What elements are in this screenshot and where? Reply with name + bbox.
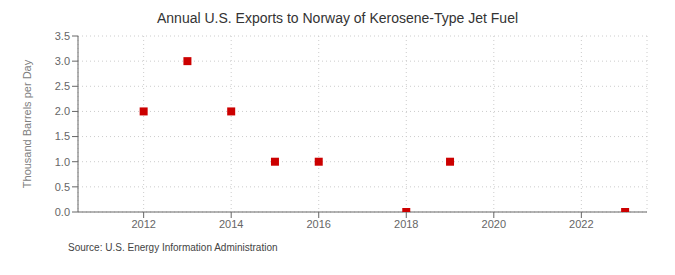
svg-text:2.5: 2.5 (55, 80, 70, 92)
svg-text:3.5: 3.5 (55, 30, 70, 42)
svg-text:2020: 2020 (482, 218, 506, 230)
svg-text:2022: 2022 (569, 218, 593, 230)
svg-text:2012: 2012 (131, 218, 155, 230)
svg-text:2014: 2014 (219, 218, 243, 230)
svg-text:3.0: 3.0 (55, 55, 70, 67)
svg-text:0.0: 0.0 (55, 206, 70, 218)
html-text:Annual U.S. Exports to Norway: Annual U.S. Exports to Norway of Kerosen… (157, 10, 518, 26)
svg-text:Thousand Barrels per Day: Thousand Barrels per Day (21, 59, 33, 188)
svg-text:1.0: 1.0 (55, 156, 70, 168)
svg-text:2016: 2016 (306, 218, 330, 230)
svg-text:1.5: 1.5 (55, 130, 70, 142)
svg-text:2018: 2018 (394, 218, 418, 230)
svg-text:0.5: 0.5 (55, 181, 70, 193)
html-text:Source: U.S. Energy Informatio: Source: U.S. Energy Information Administ… (68, 242, 278, 253)
svg-text:2.0: 2.0 (55, 105, 70, 117)
